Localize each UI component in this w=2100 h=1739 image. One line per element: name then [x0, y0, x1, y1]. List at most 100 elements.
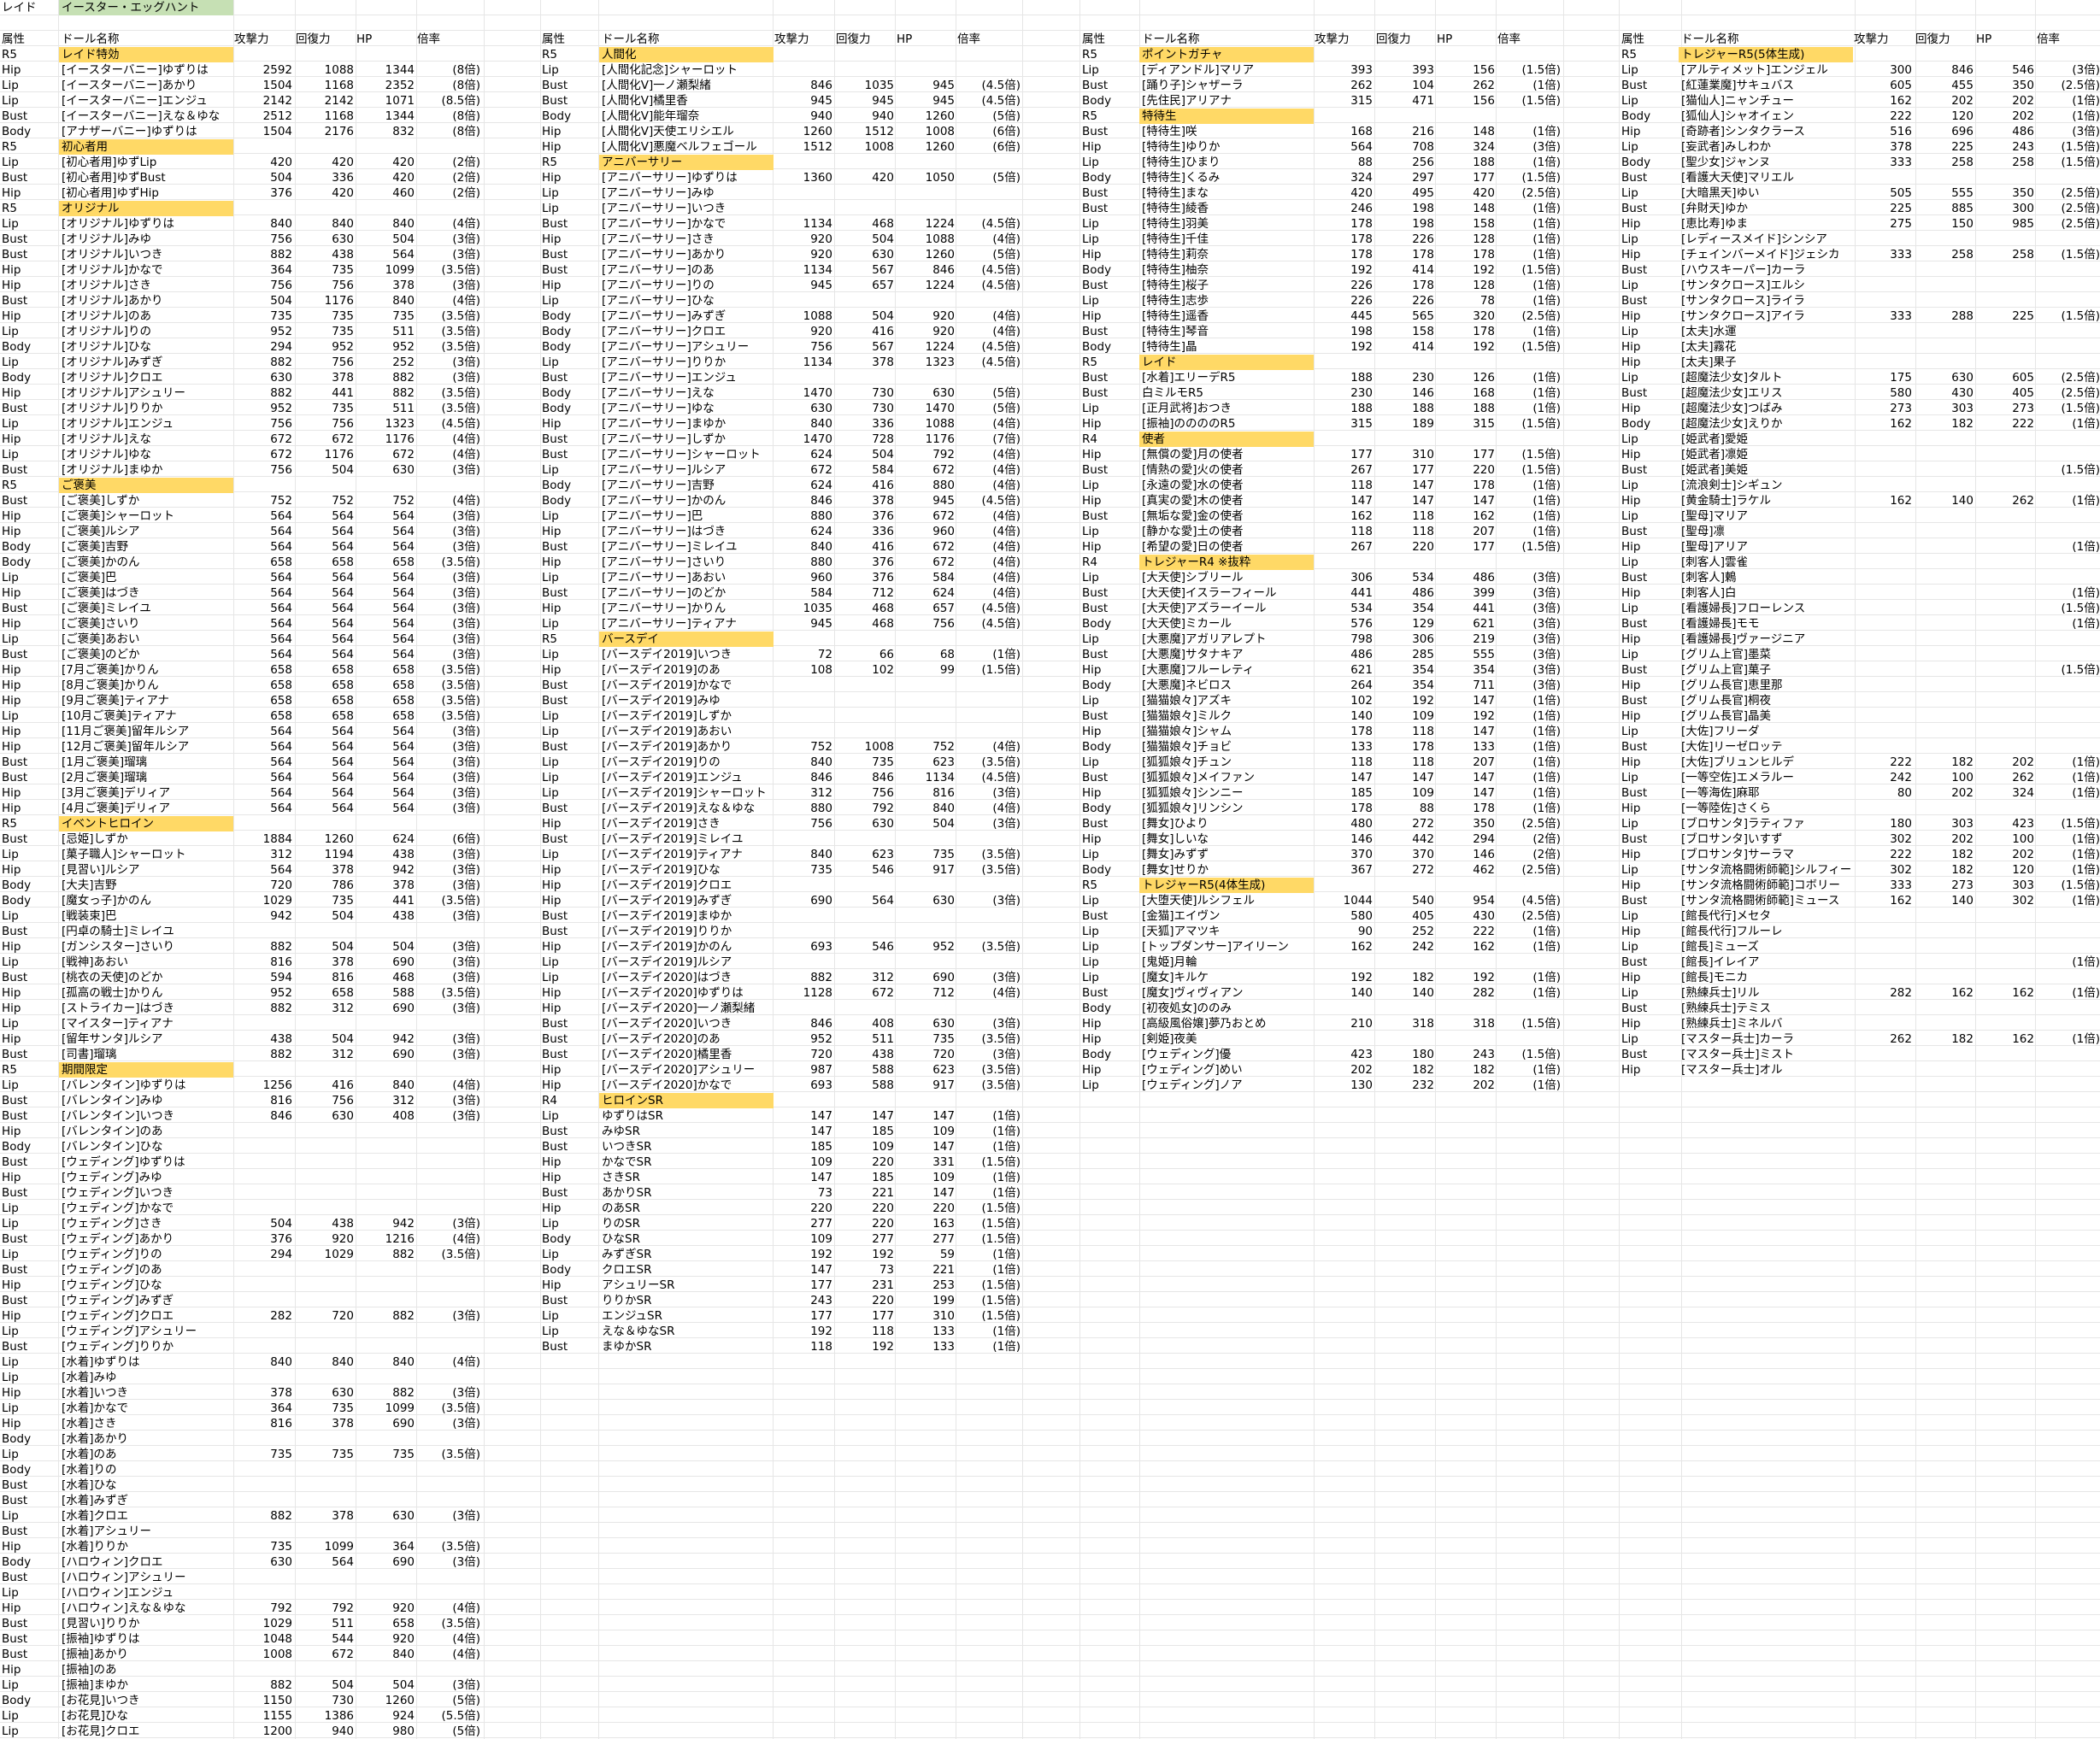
cell-recovery[interactable]: 220: [872, 1201, 894, 1215]
cell-multiplier[interactable]: (8倍): [452, 63, 480, 77]
cell-multiplier[interactable]: (2.5倍): [2061, 217, 2100, 231]
cell-attribute[interactable]: Hip: [542, 940, 562, 954]
cell-attack[interactable]: 564: [270, 632, 292, 646]
cell-attribute[interactable]: Hip: [542, 663, 562, 677]
cell-attack[interactable]: 367: [1350, 863, 1373, 877]
cell-attribute[interactable]: Lip: [2, 156, 19, 169]
cell-attack[interactable]: 220: [810, 1201, 832, 1215]
cell-recovery[interactable]: 220: [872, 1294, 894, 1307]
cell-attribute[interactable]: Hip: [1621, 878, 1641, 892]
cell-multiplier[interactable]: (1倍): [1532, 694, 1561, 708]
cell-doll-name[interactable]: [看護大天使]マリエル: [1681, 171, 1795, 185]
cell-attribute[interactable]: Bust: [2, 1571, 28, 1584]
cell-recovery[interactable]: 1035: [864, 79, 894, 92]
cell-hp[interactable]: 420: [392, 171, 415, 185]
cell-hp[interactable]: 882: [392, 371, 415, 385]
cell-hp[interactable]: 199: [932, 1294, 955, 1307]
cell-doll-name[interactable]: [太夫]果子: [1681, 355, 1737, 369]
cell-attack[interactable]: 882: [270, 248, 292, 261]
cell-hp[interactable]: 1008: [925, 125, 955, 138]
cell-recovery[interactable]: 416: [872, 325, 894, 338]
cell-hp[interactable]: 917: [932, 863, 955, 877]
cell-hp[interactable]: 690: [392, 1048, 415, 1061]
cell-attribute[interactable]: Body: [1082, 1048, 1112, 1061]
cell-attack[interactable]: 162: [1890, 494, 1912, 508]
cell-doll-name[interactable]: [初心者用]ゆずBust: [62, 171, 166, 185]
cell-attack[interactable]: 564: [270, 509, 292, 523]
cell-multiplier[interactable]: (1倍): [992, 1125, 1021, 1138]
cell-attack[interactable]: 1134: [803, 263, 832, 277]
cell-recovery[interactable]: 393: [1412, 63, 1434, 77]
cell-multiplier[interactable]: (4.5倍): [1521, 894, 1561, 908]
cell-attack[interactable]: 445: [1350, 309, 1373, 323]
cell-attack[interactable]: 147: [810, 1109, 832, 1123]
cell-doll-name[interactable]: [バースデイ2020]ゆずりは: [602, 986, 744, 1000]
cell-attribute[interactable]: Bust: [542, 1294, 568, 1307]
cell-multiplier[interactable]: (2倍): [1532, 832, 1561, 846]
cell-recovery[interactable]: 438: [872, 1048, 894, 1061]
cell-multiplier[interactable]: (3.5倍): [441, 386, 480, 400]
cell-hp[interactable]: 945: [932, 94, 955, 108]
cell-attack[interactable]: 147: [810, 1263, 832, 1277]
cell-recovery[interactable]: 405: [1412, 909, 1434, 923]
cell-doll-name[interactable]: [バースデイ2019]りりか: [602, 925, 732, 938]
cell-hp[interactable]: 207: [1473, 525, 1495, 538]
cell-hp[interactable]: 128: [1473, 232, 1495, 246]
cell-attack[interactable]: 1150: [262, 1694, 292, 1707]
cell-attack[interactable]: 162: [1890, 894, 1912, 908]
cell-attack[interactable]: 277: [810, 1217, 832, 1231]
cell-doll-name[interactable]: [バースデイ2020]かなで: [602, 1078, 732, 1092]
cell-attribute[interactable]: Lip: [2, 1401, 19, 1415]
cell-recovery[interactable]: 231: [872, 1278, 894, 1292]
column-header[interactable]: 倍率: [957, 32, 980, 46]
cell-hp[interactable]: 147: [1473, 786, 1495, 800]
cell-hp[interactable]: 564: [392, 571, 415, 585]
cell-recovery[interactable]: 735: [332, 1448, 354, 1461]
cell-attribute[interactable]: Hip: [1621, 494, 1641, 508]
cell-doll-name[interactable]: [サンタクロース]ライラ: [1681, 294, 1805, 308]
cell-multiplier[interactable]: (4.5倍): [981, 494, 1021, 508]
cell-multiplier[interactable]: (3倍): [452, 1309, 480, 1323]
cell-doll-name[interactable]: [姫武者]愛姫: [1681, 432, 1749, 446]
column-header[interactable]: 攻撃力: [1315, 32, 1350, 46]
cell-attack[interactable]: 1470: [803, 386, 832, 400]
cell-multiplier[interactable]: (3倍): [452, 632, 480, 646]
cell-doll-name[interactable]: [金猫]エイヴン: [1142, 909, 1221, 923]
cell-recovery[interactable]: 140: [1951, 894, 1974, 908]
cell-multiplier[interactable]: (1倍): [992, 1171, 1021, 1184]
cell-doll-name[interactable]: [ご褒美]かのん: [62, 555, 140, 569]
cell-attack[interactable]: 393: [1350, 63, 1373, 77]
cell-doll-name[interactable]: [グリム上官]菓子: [1681, 663, 1772, 677]
cell-hp[interactable]: 756: [932, 617, 955, 631]
cell-hp[interactable]: 564: [392, 755, 415, 769]
cell-attribute[interactable]: Hip: [2, 279, 21, 292]
cell-attribute[interactable]: Lip: [1621, 479, 1638, 492]
cell-recovery[interactable]: 504: [332, 1032, 354, 1046]
cell-hp[interactable]: 202: [1473, 1078, 1495, 1092]
cell-hp[interactable]: 168: [1473, 386, 1495, 400]
cell-multiplier[interactable]: (4.5倍): [981, 340, 1021, 354]
cell-recovery[interactable]: 792: [332, 1601, 354, 1615]
cell-recovery[interactable]: 182: [1951, 863, 1974, 877]
section-rarity[interactable]: R5: [2, 140, 17, 154]
cell-hp[interactable]: 258: [2012, 156, 2034, 169]
cell-recovery[interactable]: 178: [1412, 740, 1434, 754]
cell-recovery[interactable]: 118: [872, 1325, 894, 1338]
cell-doll-name[interactable]: [アニバーサリー]しずか: [602, 432, 726, 446]
cell-attribute[interactable]: Lip: [1621, 186, 1638, 200]
cell-recovery[interactable]: 378: [332, 955, 354, 969]
cell-attack[interactable]: 192: [810, 1248, 832, 1261]
cell-attribute[interactable]: Body: [1082, 802, 1112, 815]
section-title[interactable]: バースデイ: [602, 632, 659, 646]
cell-doll-name[interactable]: [水着]みゆ: [62, 1371, 117, 1384]
cell-doll-name[interactable]: [オリジナル]えな: [62, 432, 152, 446]
cell-recovery[interactable]: 712: [872, 586, 894, 600]
cell-doll-name[interactable]: [アニバーサリー]ひな: [602, 294, 715, 308]
section-title[interactable]: ポイントガチャ: [1142, 48, 1223, 62]
cell-doll-name[interactable]: [バースデイ2020]一ノ瀬梨緒: [602, 1002, 756, 1015]
cell-recovery[interactable]: 430: [1951, 386, 1974, 400]
cell-hp[interactable]: 1260: [925, 109, 955, 123]
cell-doll-name[interactable]: [アルティメット]エンジェル: [1681, 63, 1828, 77]
cell-attack[interactable]: 1128: [803, 986, 832, 1000]
cell-attack[interactable]: 243: [810, 1294, 832, 1307]
